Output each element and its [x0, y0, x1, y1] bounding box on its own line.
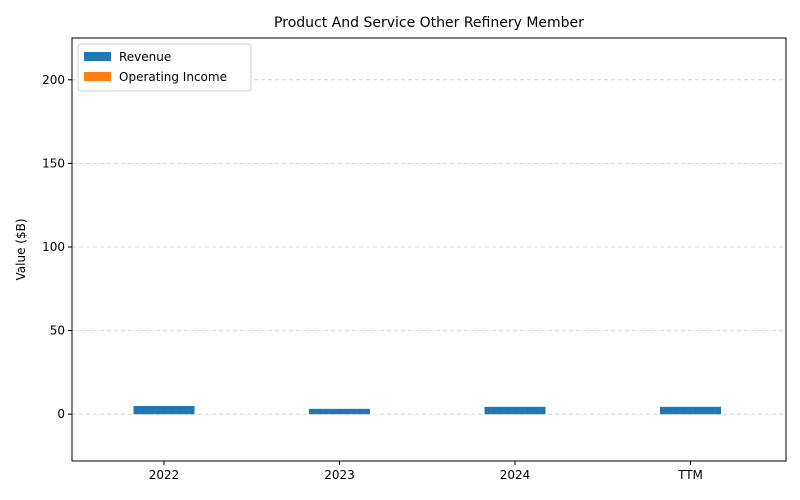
legend-swatch [84, 52, 111, 61]
x-tick-label: 2024 [500, 468, 531, 482]
y-tick-label: 0 [57, 407, 65, 421]
bar-revenue [309, 408, 370, 415]
plot-frame [71, 37, 787, 462]
y-tick-label: 200 [42, 73, 65, 87]
bars [133, 405, 721, 415]
x-ticks: 2022 2023 2024 TTM [149, 461, 703, 482]
x-tick-label: 2023 [324, 468, 355, 482]
y-ticks: 0 50 100 150 200 [42, 73, 72, 421]
legend-swatch [84, 72, 111, 81]
legend-label: Revenue [119, 50, 171, 64]
legend: Revenue Operating Income [77, 43, 252, 92]
legend-frame [77, 43, 252, 92]
bar-revenue [484, 406, 546, 415]
bar-revenue [660, 406, 721, 415]
grid-lines [72, 79, 786, 415]
legend-label: Operating Income [119, 70, 227, 84]
x-tick-label: 2022 [149, 468, 180, 482]
bar-revenue [133, 405, 195, 415]
chart-title: Product And Service Other Refinery Membe… [274, 15, 584, 31]
y-tick-label: 150 [42, 156, 65, 170]
y-tick-label: 50 [50, 324, 65, 338]
y-axis-label: Value ($B) [14, 219, 28, 281]
y-tick-label: 100 [42, 240, 65, 254]
x-tick-label: TTM [677, 468, 703, 482]
